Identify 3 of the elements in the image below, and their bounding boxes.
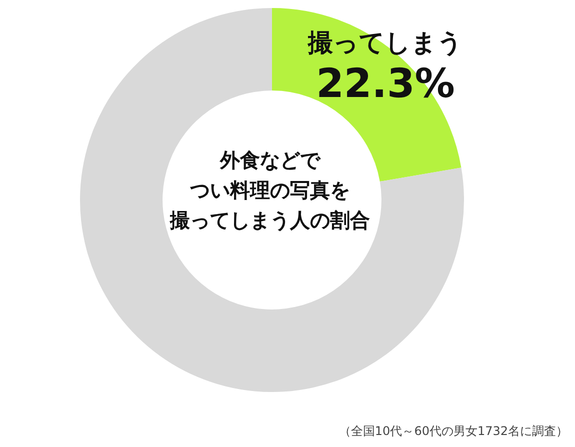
text: 外食などでつい料理の写真を撮ってしまう人の割合	[169, 148, 370, 232]
slice-label: 撮ってしまう	[306, 28, 463, 58]
text: （全国10代～60代の男女1732名に調査）	[338, 424, 568, 438]
